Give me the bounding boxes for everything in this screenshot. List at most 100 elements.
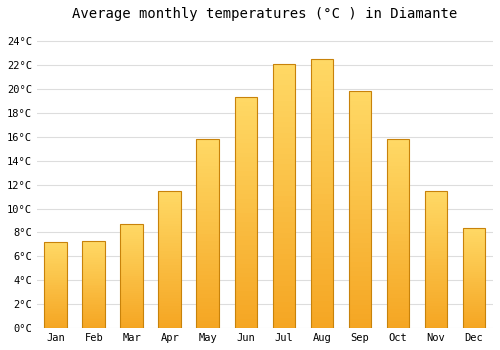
Bar bbox=[120, 266, 144, 268]
Bar bbox=[272, 270, 295, 275]
Bar bbox=[82, 267, 105, 269]
Bar bbox=[44, 252, 67, 254]
Bar bbox=[120, 314, 144, 316]
Bar bbox=[424, 204, 448, 207]
Bar bbox=[82, 290, 105, 292]
Bar bbox=[462, 232, 485, 234]
Bar bbox=[196, 188, 220, 192]
Bar bbox=[158, 281, 182, 284]
Bar bbox=[196, 211, 220, 215]
Bar bbox=[196, 192, 220, 196]
Bar bbox=[310, 107, 334, 113]
Bar bbox=[424, 301, 448, 303]
Bar bbox=[348, 191, 372, 196]
Bar bbox=[348, 172, 372, 176]
Bar bbox=[462, 228, 485, 230]
Bar bbox=[348, 91, 372, 328]
Bar bbox=[234, 120, 258, 125]
Bar bbox=[462, 286, 485, 288]
Bar bbox=[272, 212, 295, 217]
Bar bbox=[158, 303, 182, 306]
Bar bbox=[272, 169, 295, 175]
Bar bbox=[44, 276, 67, 278]
Bar bbox=[82, 244, 105, 246]
Bar bbox=[44, 306, 67, 308]
Bar bbox=[158, 191, 182, 328]
Bar bbox=[348, 304, 372, 309]
Bar bbox=[82, 327, 105, 328]
Bar bbox=[196, 196, 220, 200]
Bar bbox=[44, 320, 67, 321]
Bar bbox=[348, 210, 372, 215]
Bar bbox=[462, 292, 485, 294]
Bar bbox=[272, 286, 295, 291]
Bar bbox=[348, 167, 372, 172]
Bar bbox=[158, 229, 182, 232]
Bar bbox=[462, 264, 485, 266]
Bar bbox=[386, 279, 409, 283]
Bar bbox=[196, 139, 220, 328]
Bar bbox=[348, 281, 372, 286]
Bar bbox=[424, 265, 448, 268]
Bar bbox=[196, 260, 220, 264]
Bar bbox=[234, 144, 258, 148]
Bar bbox=[424, 281, 448, 284]
Bar bbox=[462, 298, 485, 300]
Bar bbox=[120, 316, 144, 318]
Bar bbox=[82, 262, 105, 264]
Bar bbox=[196, 321, 220, 324]
Bar bbox=[82, 283, 105, 285]
Bar bbox=[272, 275, 295, 281]
Bar bbox=[82, 246, 105, 248]
Bar bbox=[82, 309, 105, 311]
Bar bbox=[348, 314, 372, 319]
Bar bbox=[310, 59, 334, 64]
Bar bbox=[158, 271, 182, 273]
Bar bbox=[158, 212, 182, 215]
Bar bbox=[44, 316, 67, 318]
Bar bbox=[462, 296, 485, 298]
Bar bbox=[310, 231, 334, 237]
Bar bbox=[310, 118, 334, 124]
Bar bbox=[44, 308, 67, 309]
Bar bbox=[120, 228, 144, 230]
Bar bbox=[196, 143, 220, 147]
Bar bbox=[310, 317, 334, 323]
Bar bbox=[462, 308, 485, 310]
Bar bbox=[348, 162, 372, 167]
Bar bbox=[386, 302, 409, 306]
Bar bbox=[234, 264, 258, 268]
Bar bbox=[424, 314, 448, 317]
Bar bbox=[196, 268, 220, 272]
Bar bbox=[348, 319, 372, 323]
Bar bbox=[386, 218, 409, 222]
Bar bbox=[424, 210, 448, 212]
Bar bbox=[424, 276, 448, 279]
Bar bbox=[44, 247, 67, 249]
Bar bbox=[44, 285, 67, 287]
Bar bbox=[82, 299, 105, 300]
Bar bbox=[462, 318, 485, 320]
Bar bbox=[462, 228, 485, 328]
Bar bbox=[462, 256, 485, 258]
Bar bbox=[462, 254, 485, 256]
Bar bbox=[82, 272, 105, 274]
Bar bbox=[272, 127, 295, 133]
Bar bbox=[348, 205, 372, 210]
Bar bbox=[348, 252, 372, 257]
Bar bbox=[424, 320, 448, 323]
Bar bbox=[44, 327, 67, 328]
Bar bbox=[462, 302, 485, 304]
Bar bbox=[120, 278, 144, 280]
Bar bbox=[82, 314, 105, 316]
Bar bbox=[82, 293, 105, 295]
Bar bbox=[462, 314, 485, 316]
Bar bbox=[310, 323, 334, 328]
Bar bbox=[120, 287, 144, 289]
Bar bbox=[82, 288, 105, 290]
Bar bbox=[120, 318, 144, 320]
Bar bbox=[44, 245, 67, 247]
Bar bbox=[234, 130, 258, 134]
Bar bbox=[272, 148, 295, 154]
Bar bbox=[348, 267, 372, 271]
